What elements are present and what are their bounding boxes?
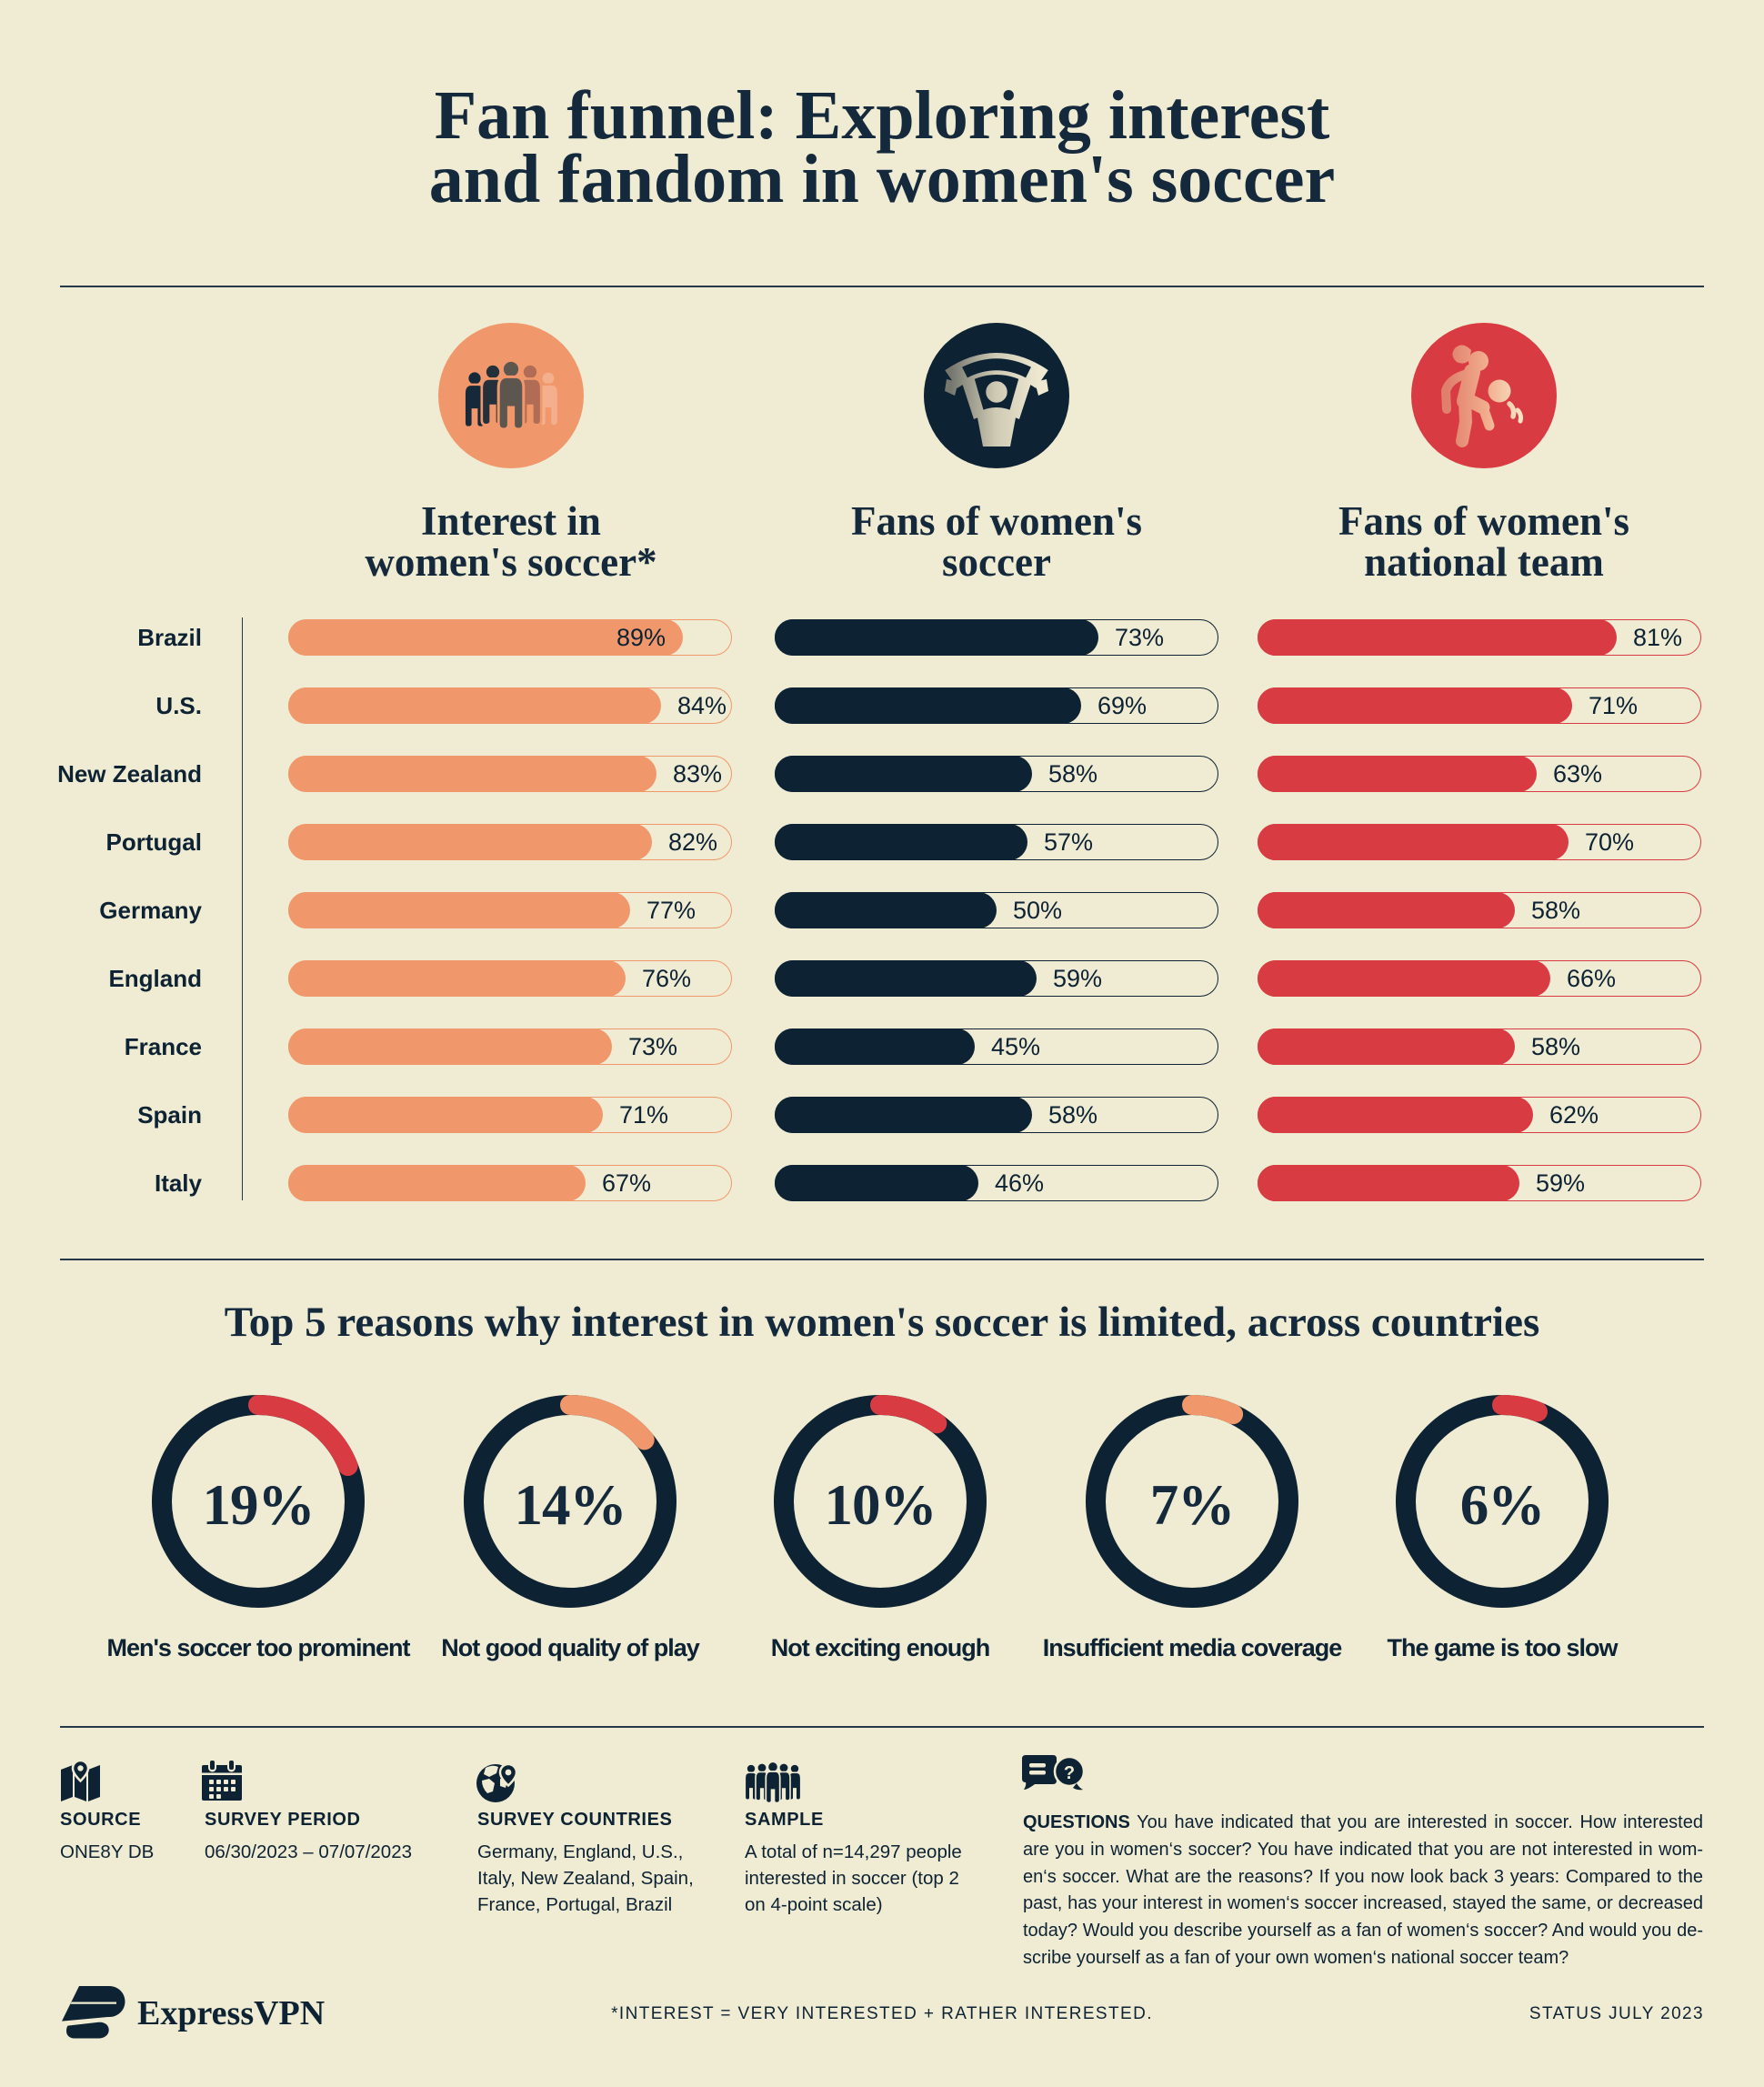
svg-text:?: ? xyxy=(1064,1763,1075,1783)
